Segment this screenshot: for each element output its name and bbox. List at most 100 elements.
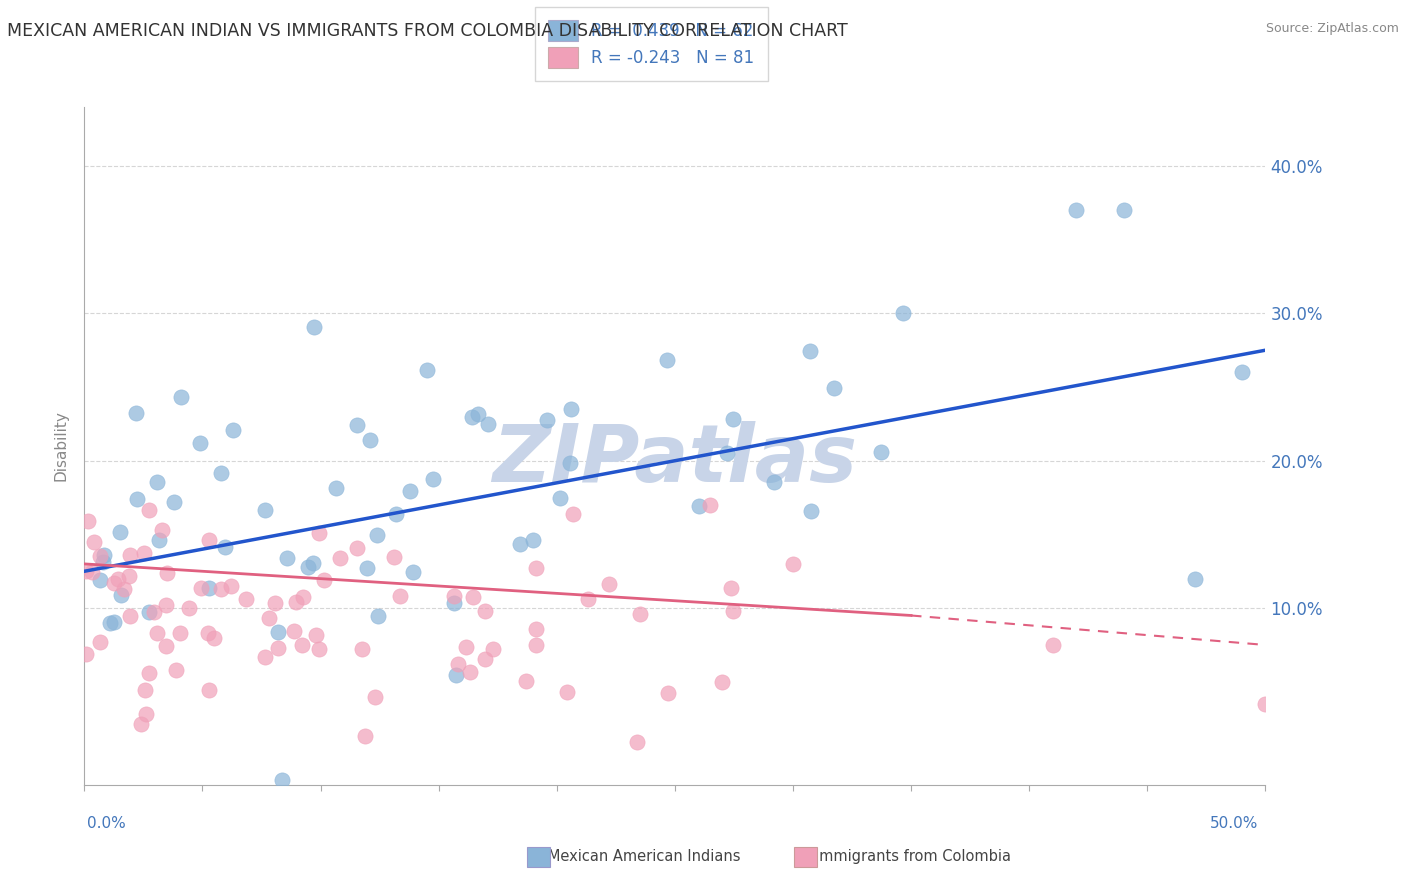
Point xyxy=(367,608,389,623)
Point xyxy=(129,716,152,731)
Point xyxy=(891,306,914,320)
Point xyxy=(699,498,721,512)
Point xyxy=(366,528,388,542)
Point xyxy=(562,507,585,521)
Point xyxy=(560,456,582,470)
Point xyxy=(80,566,103,580)
Point xyxy=(1254,697,1277,711)
Point xyxy=(461,410,484,425)
Point xyxy=(146,475,169,489)
Point xyxy=(197,581,219,595)
Point xyxy=(1230,365,1253,379)
Point xyxy=(89,573,111,587)
Point xyxy=(214,540,236,554)
Point xyxy=(443,596,465,610)
Point xyxy=(165,663,187,677)
Point xyxy=(291,638,314,652)
Point xyxy=(1184,572,1206,586)
Point xyxy=(721,412,744,426)
Point xyxy=(524,560,547,574)
Point xyxy=(474,604,496,618)
Point xyxy=(302,556,325,570)
Point xyxy=(254,502,277,516)
Point xyxy=(125,406,148,420)
Text: MEXICAN AMERICAN INDIAN VS IMMIGRANTS FROM COLOMBIA DISABILITY CORRELATION CHART: MEXICAN AMERICAN INDIAN VS IMMIGRANTS FR… xyxy=(7,22,848,40)
Point xyxy=(308,642,330,657)
Point xyxy=(146,625,169,640)
Point xyxy=(93,549,115,563)
Point xyxy=(209,582,232,596)
Point xyxy=(1112,203,1135,218)
Point xyxy=(110,588,132,602)
Point xyxy=(522,533,544,548)
Point xyxy=(198,533,221,547)
Point xyxy=(1066,203,1088,218)
Text: 50.0%: 50.0% xyxy=(1211,816,1258,831)
Point xyxy=(304,320,326,334)
Point xyxy=(107,572,129,586)
Point xyxy=(263,597,285,611)
Point xyxy=(467,407,489,421)
Point xyxy=(657,686,679,700)
Point xyxy=(91,555,114,569)
Point xyxy=(163,494,186,508)
Point xyxy=(401,566,423,580)
Point xyxy=(148,533,170,548)
Point xyxy=(257,610,280,624)
Point xyxy=(253,650,276,665)
Point xyxy=(870,445,893,459)
Point xyxy=(515,674,537,689)
Point xyxy=(628,607,651,622)
Point xyxy=(138,666,160,681)
Text: Mexican American Indians: Mexican American Indians xyxy=(534,849,741,863)
Point xyxy=(800,504,823,518)
Point xyxy=(188,436,211,450)
Point xyxy=(132,546,155,560)
Point xyxy=(89,549,111,563)
Point xyxy=(169,625,191,640)
Point xyxy=(823,381,845,395)
Point xyxy=(112,582,135,597)
Point xyxy=(782,557,804,571)
Point xyxy=(359,433,381,447)
Text: ZIPatlas: ZIPatlas xyxy=(492,420,858,499)
Point xyxy=(103,615,125,629)
Point xyxy=(398,483,420,498)
Point xyxy=(117,568,139,582)
Point xyxy=(481,641,503,656)
Point xyxy=(314,573,336,587)
Point xyxy=(524,638,547,652)
Point xyxy=(799,344,821,359)
Point xyxy=(118,609,141,624)
Point xyxy=(356,561,378,575)
Point xyxy=(346,541,368,556)
Point xyxy=(266,624,288,639)
Point xyxy=(458,665,481,680)
Point xyxy=(688,499,710,513)
Point xyxy=(125,491,148,506)
Point xyxy=(720,581,742,595)
Point xyxy=(292,590,315,604)
Legend: R =  0.439   N = 62, R = -0.243   N = 81: R = 0.439 N = 62, R = -0.243 N = 81 xyxy=(534,7,768,81)
Point xyxy=(209,467,232,481)
Point xyxy=(536,413,558,427)
Point xyxy=(560,402,582,417)
Point xyxy=(89,635,111,649)
Y-axis label: Disability: Disability xyxy=(53,410,69,482)
Point xyxy=(156,566,179,580)
Point xyxy=(716,446,738,460)
Point xyxy=(202,632,225,646)
Point xyxy=(389,589,412,603)
Point xyxy=(422,472,444,486)
Point xyxy=(120,548,142,562)
Text: 0.0%: 0.0% xyxy=(87,816,127,831)
Point xyxy=(721,604,744,618)
Point xyxy=(655,353,678,368)
Point xyxy=(75,648,97,662)
Point xyxy=(477,417,499,432)
Point xyxy=(190,581,212,595)
Point xyxy=(461,590,484,604)
Point xyxy=(456,640,478,654)
Text: Immigrants from Colombia: Immigrants from Colombia xyxy=(801,849,1011,863)
Point xyxy=(382,550,405,565)
